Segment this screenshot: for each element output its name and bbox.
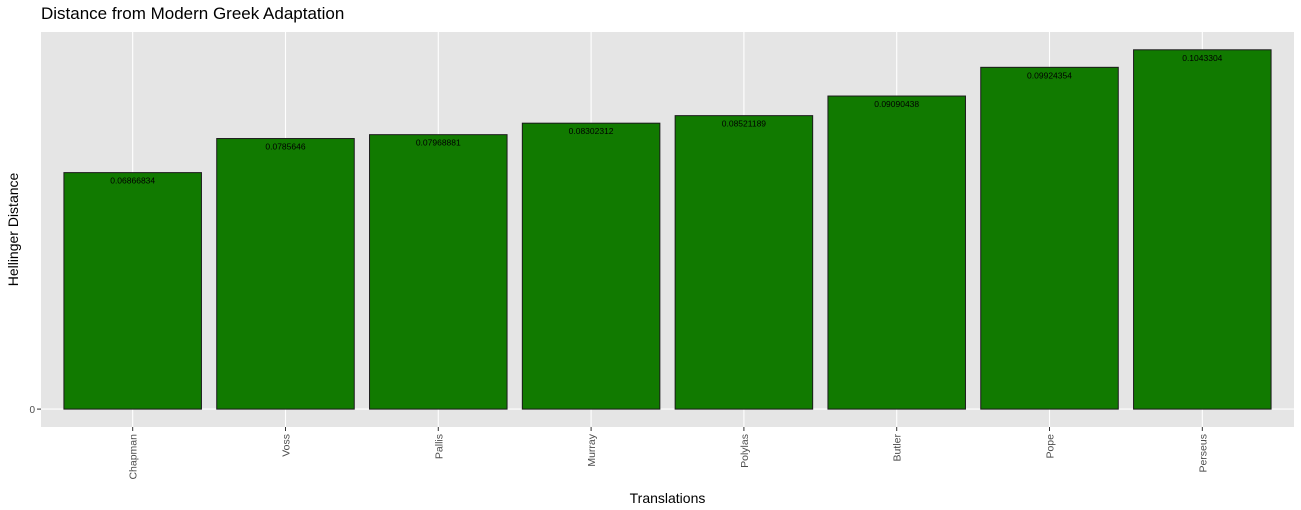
- y-axis-title: Hellinger Distance: [5, 172, 21, 286]
- bar-value-label: 0.08302312: [569, 126, 614, 136]
- x-tick-label-polylas: Polylas: [739, 434, 751, 468]
- y-tick-label: 0: [29, 405, 35, 416]
- bar-value-label: 0.08521189: [722, 119, 767, 129]
- bar-polylas: [674, 115, 814, 410]
- chart-title: Distance from Modern Greek Adaptation: [41, 4, 345, 23]
- bar-chapman: [63, 172, 202, 410]
- x-tick-label-butler: Butler: [892, 434, 904, 462]
- bar-butler: [827, 95, 966, 410]
- bar-value-label: 0.0785646: [265, 142, 305, 152]
- x-tick-label-pope: Pope: [1045, 434, 1057, 459]
- bar-value-label: 0.09090438: [874, 99, 919, 109]
- bar-murray: [521, 122, 661, 410]
- bar-perseus: [1133, 49, 1272, 410]
- bar-value-label: 0.07968881: [416, 138, 461, 148]
- bar-voss: [216, 138, 355, 410]
- x-tick-label-voss: Voss: [280, 434, 292, 457]
- x-tick-label-murray: Murray: [586, 433, 598, 466]
- bar-value-label: 0.06866834: [110, 176, 155, 186]
- bar-pallis: [369, 134, 508, 410]
- bar-value-label: 0.09924354: [1027, 70, 1072, 80]
- x-tick-label-pallis: Pallis: [433, 434, 445, 459]
- x-tick-label-perseus: Perseus: [1197, 434, 1209, 473]
- x-tick-label-chapman: Chapman: [128, 434, 140, 480]
- bar-value-label: 0.1043304: [1182, 53, 1222, 63]
- bar-pope: [980, 66, 1119, 410]
- x-axis-title: Translations: [630, 490, 706, 506]
